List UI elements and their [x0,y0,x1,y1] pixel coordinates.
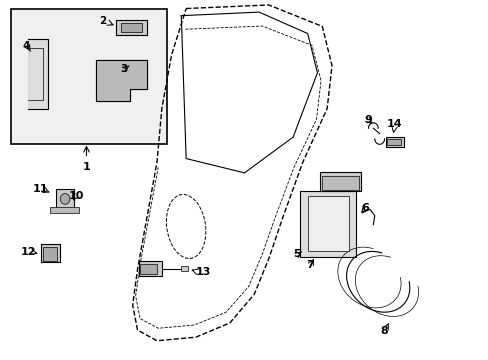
Text: 14: 14 [386,119,401,129]
Bar [307,196,348,251]
Bar [41,244,60,262]
Text: 6: 6 [361,203,368,212]
Text: 9: 9 [364,115,372,125]
Text: 12: 12 [20,247,36,257]
Ellipse shape [60,194,70,204]
Text: 5: 5 [293,249,300,259]
Text: 8: 8 [380,326,387,336]
Bar [322,176,358,190]
Bar [11,9,166,144]
Bar [120,23,142,32]
Bar [56,189,74,209]
Text: 4: 4 [23,41,30,51]
Bar [386,139,400,145]
Text: 10: 10 [69,191,84,201]
Polygon shape [96,60,147,102]
Text: 1: 1 [82,162,90,172]
Bar [181,266,187,271]
Bar [140,264,157,274]
Text: 13: 13 [196,267,211,277]
Text: 2: 2 [99,16,106,26]
Bar [385,137,403,147]
Polygon shape [28,39,47,109]
Text: 11: 11 [33,184,48,194]
Bar [319,172,361,192]
Bar [138,261,162,276]
Bar [116,20,147,35]
Text: 3: 3 [121,64,128,74]
Bar [50,207,79,213]
Bar [43,247,57,261]
Bar [300,191,356,257]
Text: 7: 7 [305,260,313,270]
